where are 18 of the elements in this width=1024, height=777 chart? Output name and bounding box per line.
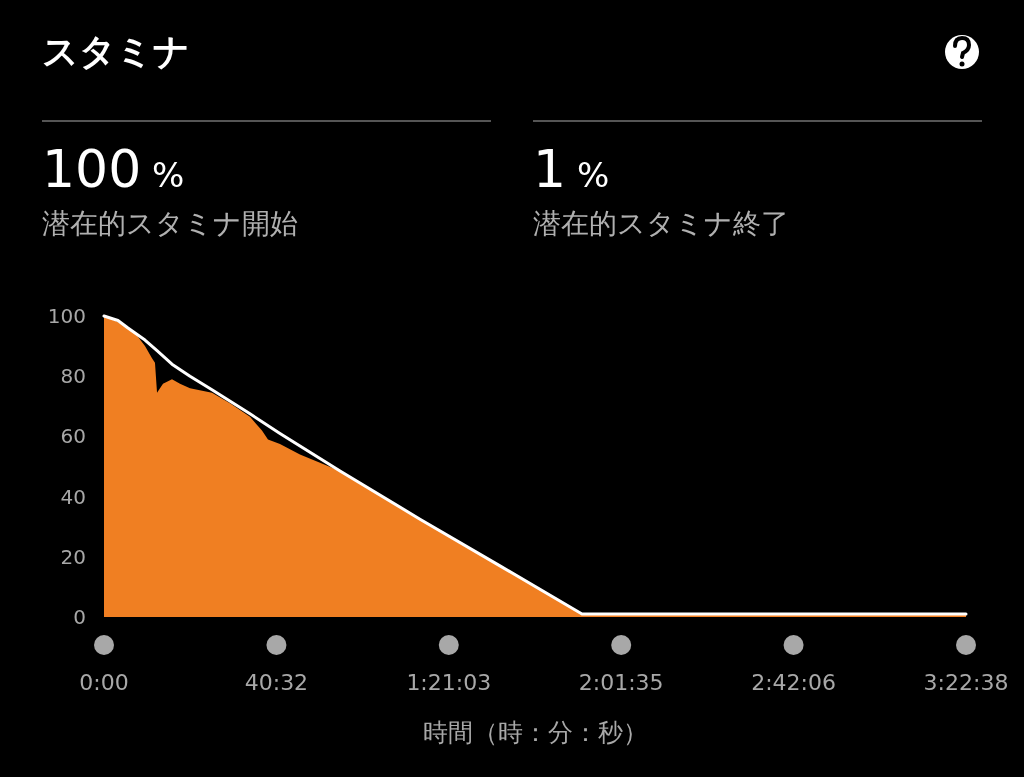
y-tick-label: 100 — [47, 304, 86, 328]
x-tick-label: 3:22:38 — [923, 670, 1009, 695]
x-tick-label: 2:42:06 — [751, 670, 836, 695]
y-tick-label: 80 — [60, 364, 86, 389]
text: 1 % — [533, 139, 610, 199]
text: 100 % — [42, 139, 185, 199]
chart-title: スタミナ — [42, 31, 190, 72]
text: 潜在的スタミナ終了 — [533, 207, 789, 240]
text: 潜在的スタミナ開始 — [42, 207, 298, 240]
x-axis-title: 時間（時：分：秒） — [422, 718, 648, 747]
x-tick-label: 2:01:35 — [578, 670, 664, 695]
y-tick-label: 60 — [60, 424, 86, 449]
y-tick-label: 40 — [60, 484, 86, 509]
x-tick-label: 1:21:03 — [406, 670, 492, 695]
y-tick-label: 20 — [60, 544, 86, 569]
x-tick-label: 0:00 — [79, 670, 129, 695]
y-tick-label: 0 — [73, 605, 86, 629]
x-tick-label: 40:32 — [244, 670, 309, 695]
